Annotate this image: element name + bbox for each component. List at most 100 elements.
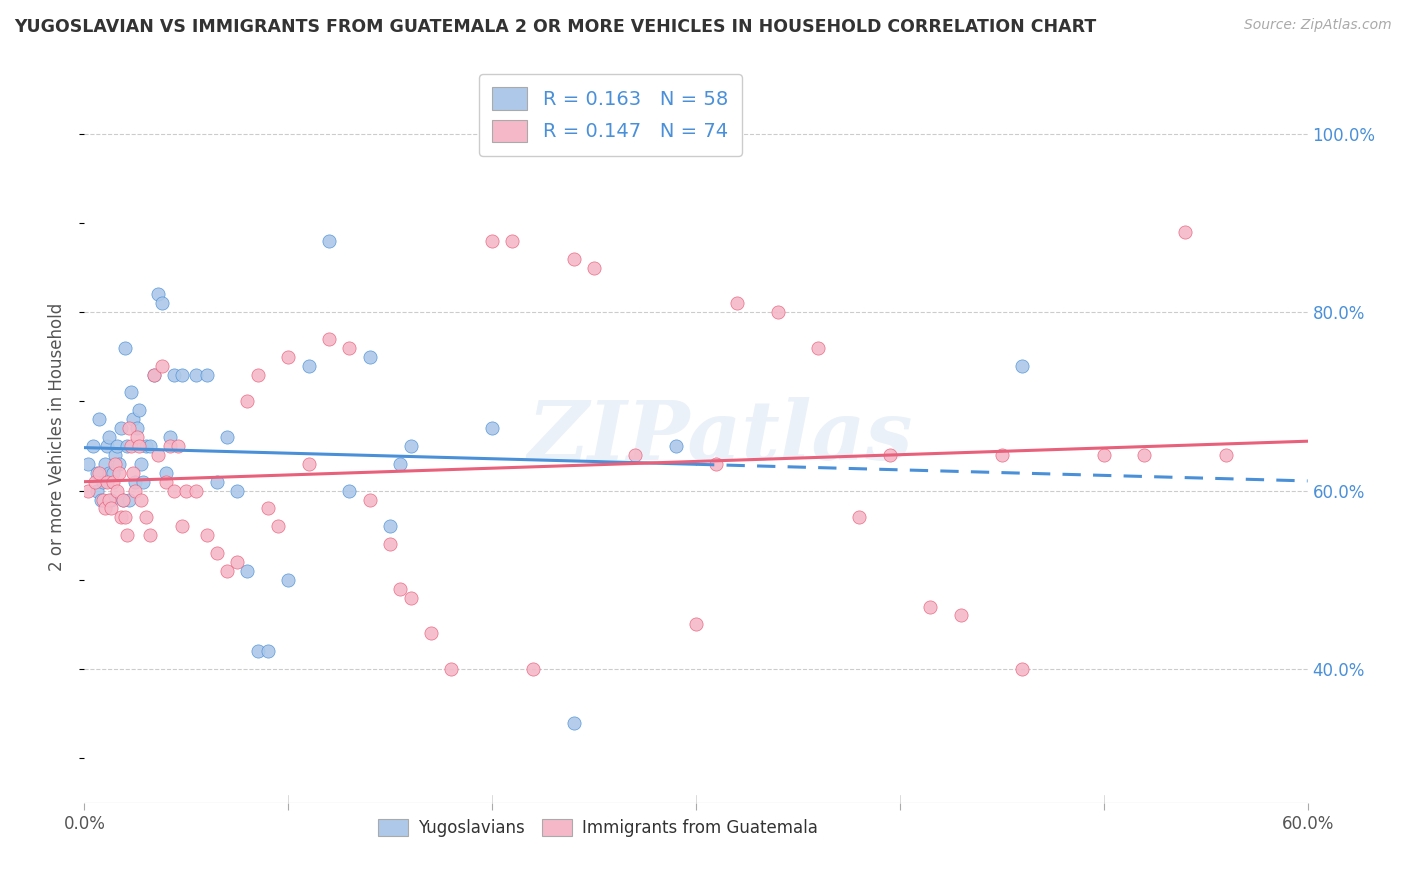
Point (236, 394, 259, 409)
Point (163, 483, 186, 498)
Point (665, 439, 688, 453)
Point (155, 475, 177, 489)
Point (1011, 662, 1033, 676)
Point (399, 439, 422, 453)
Point (91, 492, 114, 507)
Point (920, 599, 942, 614)
Point (359, 350, 381, 364)
Point (97, 492, 120, 507)
Legend: Yugoslavians, Immigrants from Guatemala: Yugoslavians, Immigrants from Guatemala (370, 811, 827, 846)
Point (217, 430, 239, 444)
Point (100, 492, 122, 507)
Text: YUGOSLAVIAN VS IMMIGRANTS FROM GUATEMALA 2 OR MORE VEHICLES IN HOUSEHOLD CORRELA: YUGOSLAVIAN VS IMMIGRANTS FROM GUATEMALA… (14, 18, 1097, 36)
Point (159, 430, 181, 444)
Point (502, 234, 524, 248)
Point (120, 439, 142, 453)
Point (359, 492, 381, 507)
Point (131, 457, 153, 471)
Point (481, 234, 503, 248)
Point (195, 528, 218, 542)
Point (339, 341, 361, 355)
Point (1215, 448, 1237, 462)
Point (122, 412, 145, 426)
Point (90, 492, 112, 507)
Point (114, 510, 136, 524)
Point (318, 332, 340, 346)
Point (380, 537, 402, 551)
Point (135, 510, 157, 524)
Point (128, 403, 150, 417)
Point (138, 439, 160, 453)
Point (112, 492, 135, 507)
Point (142, 368, 165, 382)
Point (87, 466, 110, 480)
Point (110, 510, 132, 524)
Point (1174, 225, 1197, 239)
Point (110, 421, 132, 435)
Point (1092, 448, 1115, 462)
Point (82, 439, 104, 453)
Point (120, 385, 142, 400)
Point (226, 483, 249, 498)
Point (101, 475, 124, 489)
Point (399, 591, 422, 605)
Point (104, 457, 127, 471)
Point (879, 448, 901, 462)
Point (195, 368, 218, 382)
Point (104, 448, 127, 462)
Text: Source: ZipAtlas.com: Source: ZipAtlas.com (1244, 18, 1392, 32)
Point (155, 466, 177, 480)
Text: ZIPatlas: ZIPatlas (527, 397, 912, 477)
Point (112, 492, 135, 507)
Point (725, 296, 748, 310)
Point (522, 662, 544, 676)
Point (114, 341, 136, 355)
Point (257, 644, 280, 658)
Point (167, 439, 190, 453)
Point (298, 457, 321, 471)
Point (146, 287, 169, 301)
Point (131, 492, 153, 507)
Point (83, 475, 105, 489)
Point (86, 466, 108, 480)
Point (159, 439, 181, 453)
Point (124, 483, 146, 498)
Point (93, 457, 115, 471)
Point (96, 439, 118, 453)
Point (142, 368, 165, 382)
Point (766, 305, 789, 319)
Point (277, 350, 299, 364)
Point (562, 715, 585, 730)
Point (246, 368, 269, 382)
Point (481, 421, 503, 435)
Point (420, 626, 443, 640)
Point (174, 483, 197, 498)
Point (991, 448, 1014, 462)
Point (950, 608, 973, 623)
Point (100, 501, 122, 516)
Point (105, 439, 128, 453)
Point (624, 448, 647, 462)
Point (217, 564, 239, 578)
Point (115, 439, 138, 453)
Point (115, 528, 138, 542)
Point (122, 466, 145, 480)
Point (128, 439, 150, 453)
Point (150, 359, 173, 373)
Point (87, 412, 110, 426)
Point (186, 368, 208, 382)
Point (318, 234, 340, 248)
Point (124, 475, 146, 489)
Point (277, 573, 299, 587)
Point (186, 483, 208, 498)
Point (205, 475, 228, 489)
Point (127, 421, 149, 435)
Point (91, 475, 114, 489)
Point (172, 368, 194, 382)
Point (583, 260, 606, 275)
Point (77, 457, 100, 471)
Point (246, 644, 269, 658)
Point (267, 519, 290, 533)
Point (236, 564, 259, 578)
Point (86, 483, 108, 498)
